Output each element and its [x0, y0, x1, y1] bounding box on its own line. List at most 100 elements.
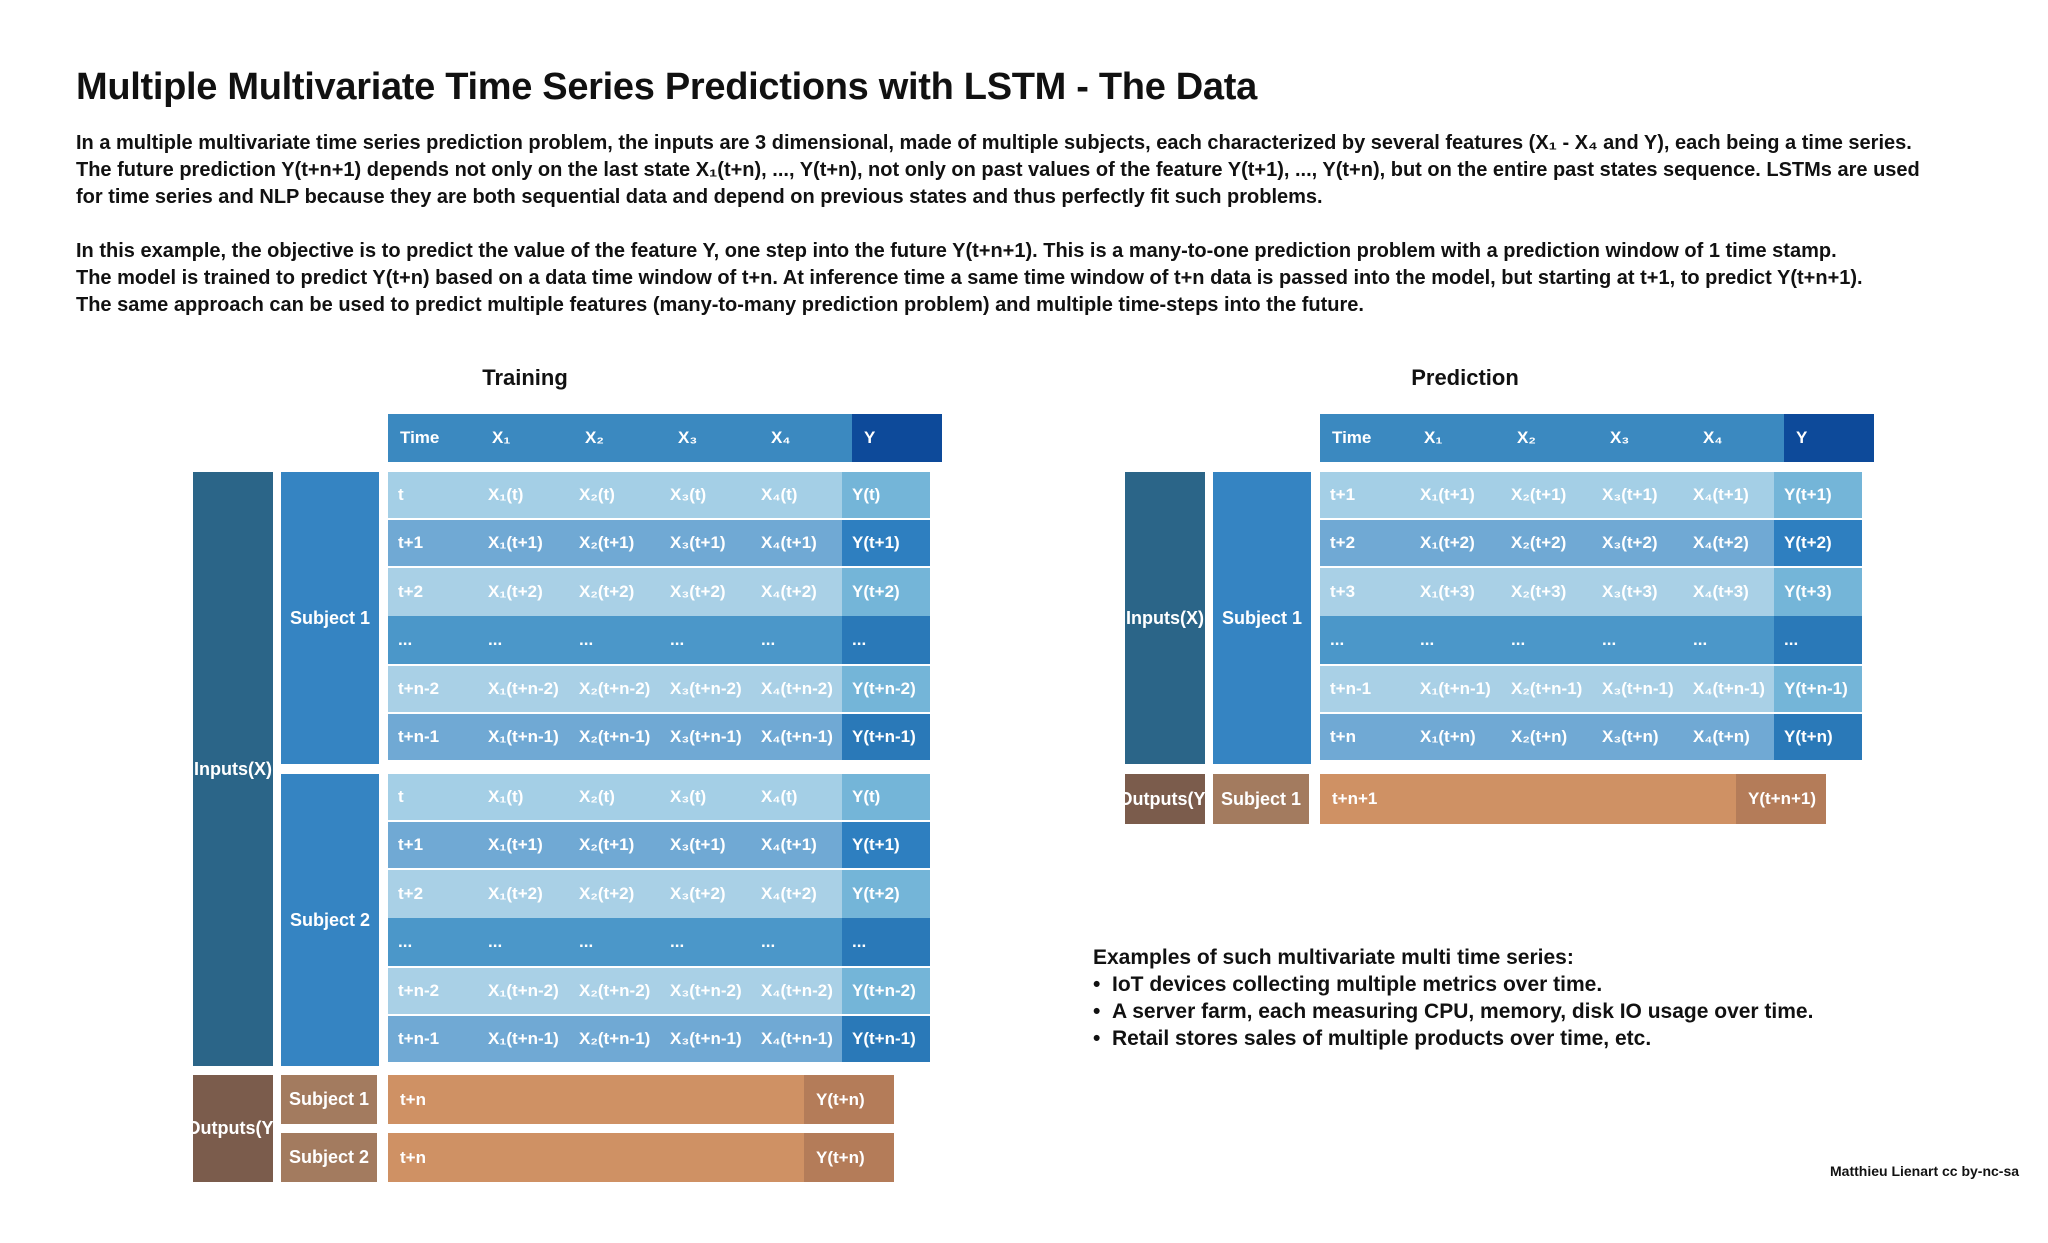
- block-label: Outputs: [186, 1118, 256, 1138]
- table-cell: ...: [388, 918, 478, 966]
- table-cell: X₂(t+n-1): [569, 714, 660, 760]
- table-cell: X₁(t): [478, 472, 569, 518]
- table-cell: t+3: [1320, 568, 1410, 616]
- column-header-cell: Y: [1784, 414, 1874, 462]
- inputs-block: Inputs (X): [1125, 472, 1205, 764]
- prediction-title: Prediction: [1411, 365, 1519, 390]
- block-label: Inputs: [194, 758, 248, 779]
- training-title: Training: [482, 365, 568, 390]
- table-cell: X₄(t+n-1): [1683, 666, 1774, 712]
- intro-line: In a multiple multivariate time series p…: [76, 132, 1912, 154]
- inputs-block: Inputs (X): [193, 472, 273, 1066]
- example-paragraph: In this example, the objective is to pre…: [76, 238, 1863, 319]
- outputs-block: Outputs (Y): [187, 1075, 280, 1182]
- output-row: t+n Y(t+n): [388, 1075, 894, 1124]
- y-cell: ...: [842, 918, 930, 966]
- table-cell: X₃(t+n-1): [660, 714, 751, 760]
- table-row: t+n-2 X₁(t+n-2) X₂(t+n-2) X₃(t+n-2) X₄(t+n-2…: [388, 666, 930, 712]
- table-row: t+n-1 X₁(t+n-1) X₂(t+n-1) X₃(t+n-1) X₄(t+n-1…: [388, 1016, 930, 1062]
- block-label: Inputs: [1126, 607, 1180, 628]
- intro-paragraph: In a multiple multivariate time series p…: [76, 130, 1920, 211]
- column-header-row: Time X₁ X₂ X₃ X₄ Y: [1320, 414, 1874, 462]
- table-cell: X₃(t+n-2): [660, 666, 751, 712]
- table-cell: t+2: [388, 870, 478, 918]
- y-cell: Y(t+n-2): [842, 666, 930, 712]
- output-y-cell: Y(t+n+1): [1736, 774, 1826, 824]
- example-line: The model is trained to predict Y(t+n) b…: [76, 267, 1863, 289]
- y-cell: Y(t+n-2): [842, 968, 930, 1014]
- table-cell: X₂(t+2): [569, 568, 660, 616]
- table-cell: X₂(t+n-1): [569, 1016, 660, 1062]
- table-cell: X₃(t): [660, 774, 751, 820]
- y-cell: Y(t+2): [1774, 520, 1862, 566]
- table-cell: t+n-1: [1320, 666, 1410, 712]
- table-cell: X₂(t+2): [1501, 520, 1592, 566]
- output-row: t+n+1 Y(t+n+1): [1320, 774, 1826, 824]
- output-row: t+n Y(t+n): [388, 1133, 894, 1182]
- y-cell: Y(t+3): [1774, 568, 1862, 616]
- column-header-cell: X₁: [1412, 414, 1505, 462]
- table-cell: X₃(t+n): [1592, 714, 1683, 760]
- table-cell: X₂(t+2): [569, 870, 660, 918]
- table-cell: X₄(t): [751, 774, 842, 820]
- table-cell: X₂(t+n-1): [1501, 666, 1592, 712]
- output-subject-block: Subject 2: [281, 1133, 377, 1182]
- table-row: t X₁(t) X₂(t) X₃(t) X₄(t) Y(t): [388, 774, 930, 820]
- table-cell: X₃(t): [660, 472, 751, 518]
- block-label: (Y): [1187, 788, 1212, 809]
- table-row: t+n-2 X₁(t+n-2) X₂(t+n-2) X₃(t+n-2) X₄(t+n-2…: [388, 968, 930, 1014]
- table-cell: ...: [751, 616, 842, 664]
- block-label: (Y): [255, 1118, 280, 1138]
- table-cell: X₄(t+1): [1683, 472, 1774, 518]
- page-title: Multiple Multivariate Time Series Predic…: [76, 66, 1257, 108]
- table-row: t+n-1 X₁(t+n-1) X₂(t+n-1) X₃(t+n-1) X₄(t+n-1…: [1320, 666, 1862, 712]
- table-cell: t+1: [388, 520, 478, 566]
- examples-list: IoT devices collecting multiple metrics …: [1093, 971, 1813, 1052]
- table-cell: ...: [569, 918, 660, 966]
- table-cell: X₃(t+n-1): [660, 1016, 751, 1062]
- column-header-cell: Time: [1320, 414, 1412, 462]
- table-cell: t: [388, 472, 478, 518]
- subject-block: Subject 1: [1213, 472, 1311, 764]
- table-cell: t+n: [1320, 714, 1410, 760]
- table-cell: X₂(t): [569, 472, 660, 518]
- table-cell: X₁(t+2): [478, 568, 569, 616]
- table-cell: ...: [569, 616, 660, 664]
- table-cell: X₃(t+3): [1592, 568, 1683, 616]
- table-cell: X₂(t+n-2): [569, 666, 660, 712]
- table-cell: X₁(t+n): [1410, 714, 1501, 760]
- y-cell: Y(t+n): [1774, 714, 1862, 760]
- table-cell: X₃(t+2): [660, 568, 751, 616]
- table-cell: ...: [1501, 616, 1592, 664]
- table-cell: X₄(t+2): [1683, 520, 1774, 566]
- table-cell: ...: [478, 918, 569, 966]
- table-cell: X₂(t+n-2): [569, 968, 660, 1014]
- example-line: In this example, the objective is to pre…: [76, 240, 1837, 262]
- table-row: ..................: [1320, 616, 1862, 664]
- table-row: t+2 X₁(t+2) X₂(t+2) X₃(t+2) X₄(t+2) Y(t+2): [388, 568, 930, 616]
- table-cell: X₂(t+n): [1501, 714, 1592, 760]
- y-cell: Y(t+1): [1774, 472, 1862, 518]
- example-item: Retail stores sales of multiple products…: [1093, 1025, 1813, 1052]
- column-header-cell: X₁: [480, 414, 573, 462]
- table-cell: X₄(t+3): [1683, 568, 1774, 616]
- table-cell: X₄(t+n-1): [751, 1016, 842, 1062]
- table-cell: ...: [1410, 616, 1501, 664]
- y-cell: Y(t+n-1): [842, 714, 930, 760]
- table-cell: X₃(t+2): [660, 870, 751, 918]
- table-cell: ...: [660, 616, 751, 664]
- subject-block: Subject 2: [281, 774, 379, 1066]
- table-cell: X₄(t+2): [751, 870, 842, 918]
- intro-line: The future prediction Y(t+n+1) depends n…: [76, 159, 1920, 181]
- table-cell: t+n-2: [388, 666, 478, 712]
- table-row: t+n-1 X₁(t+n-1) X₂(t+n-1) X₃(t+n-1) X₄(t+n-1…: [388, 714, 930, 760]
- table-cell: ...: [478, 616, 569, 664]
- y-cell: Y(t+n-1): [842, 1016, 930, 1062]
- table-cell: X₂(t+1): [1501, 472, 1592, 518]
- table-row: t+1 X₁(t+1) X₂(t+1) X₃(t+1) X₄(t+1) Y(t+1): [1320, 472, 1862, 518]
- y-cell: Y(t+2): [842, 568, 930, 616]
- column-header-cell: Time: [388, 414, 480, 462]
- table-cell: X₃(t+1): [660, 822, 751, 868]
- y-cell: Y(t): [842, 472, 930, 518]
- table-cell: ...: [751, 918, 842, 966]
